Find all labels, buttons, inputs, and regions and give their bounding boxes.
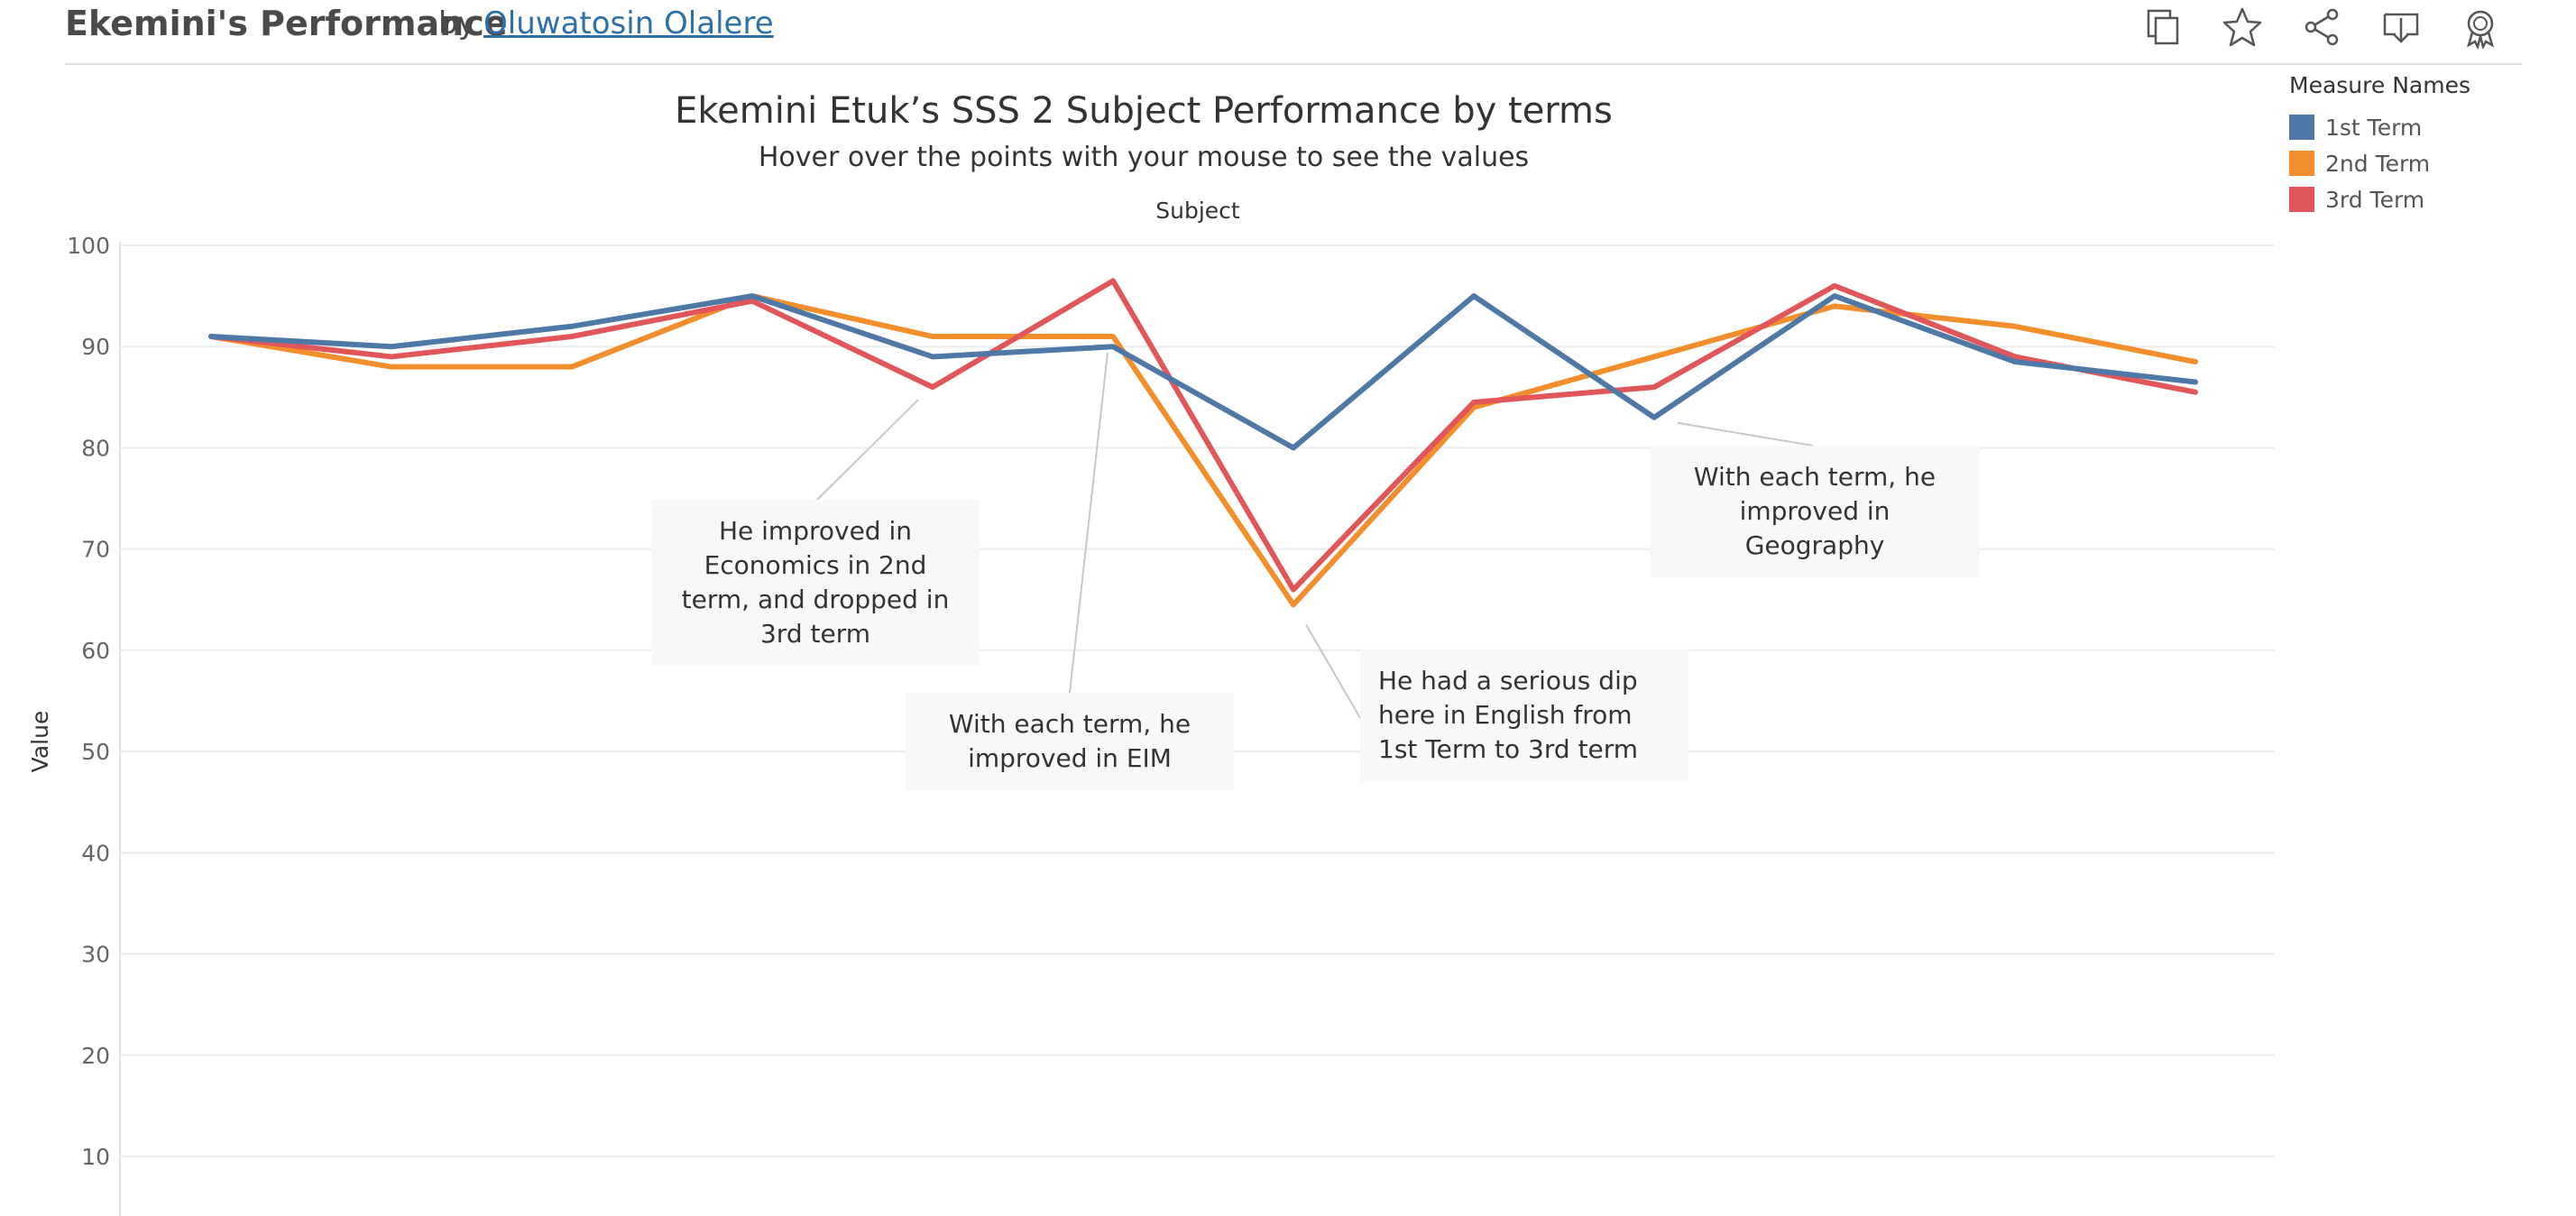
data-point[interactable] — [1465, 287, 1483, 305]
legend-item-2nd-term[interactable]: 2nd Term — [2289, 145, 2551, 181]
annotation-connectors — [814, 352, 1814, 719]
download-icon[interactable] — [2379, 5, 2423, 49]
data-point[interactable] — [1645, 347, 1663, 365]
data-point[interactable] — [1284, 581, 1302, 599]
annotation-eim: With each term, he improved in EIM — [906, 693, 1234, 790]
legend-swatch — [2289, 115, 2314, 140]
series-line-1st-term[interactable] — [208, 293, 2198, 451]
legend-item-1st-term[interactable]: 1st Term — [2289, 109, 2551, 145]
data-point[interactable] — [2186, 373, 2204, 392]
legend-label: 2nd Term — [2325, 150, 2431, 177]
data-point[interactable] — [1826, 287, 1844, 305]
annotation-economics: He improved in Economics in 2nd term, an… — [651, 500, 980, 666]
legend-label: 3rd Term — [2325, 186, 2425, 213]
connector-eim — [1069, 352, 1109, 694]
copy-icon[interactable] — [2141, 5, 2185, 49]
y-tick-label: 80 — [81, 435, 110, 461]
data-point[interactable] — [924, 347, 942, 365]
y-tick-label: 40 — [81, 840, 110, 866]
y-tick-label: 30 — [81, 942, 110, 968]
legend-item-3rd-term[interactable]: 3rd Term — [2289, 181, 2551, 217]
legend-title: Measure Names — [2289, 72, 2470, 98]
dashboard-header: Ekemini's Performance by Oluwatosin Olal… — [65, 0, 2522, 65]
data-point[interactable] — [2006, 353, 2024, 371]
author-link[interactable]: Oluwatosin Olalere — [483, 5, 774, 41]
series-line-3rd-term[interactable] — [208, 278, 2198, 593]
annotation-english: He had a serious dip here in English fro… — [1360, 649, 1688, 781]
data-point[interactable] — [1645, 409, 1663, 427]
data-point[interactable] — [382, 337, 400, 355]
y-axis-label: Value — [27, 711, 53, 773]
annotation-geography: With each term, he improved in Geography — [1651, 446, 1979, 577]
data-point[interactable] — [1465, 393, 1483, 411]
y-tick-label: 10 — [81, 1144, 110, 1170]
data-point[interactable] — [743, 287, 761, 305]
data-point[interactable] — [202, 327, 220, 345]
dashboard-title: Ekemini's Performance — [65, 4, 508, 43]
connector-geography — [1677, 421, 1814, 447]
data-point[interactable] — [563, 318, 581, 336]
star-icon[interactable] — [2221, 5, 2264, 49]
author-by-label: by — [438, 5, 476, 41]
data-point[interactable] — [1645, 378, 1663, 396]
legend-label: 1st Term — [2325, 114, 2423, 141]
connector-economics — [814, 399, 919, 502]
chart-title: Ekemini Etuk’s SSS 2 Subject Performance… — [675, 90, 1613, 132]
legend-swatch — [2289, 151, 2314, 176]
data-point[interactable] — [1104, 272, 1122, 290]
y-tick-label: 50 — [81, 739, 110, 765]
y-tick-label: 100 — [67, 233, 110, 259]
chart-subtitle: Hover over the points with your mouse to… — [759, 142, 1529, 173]
y-tick-label: 20 — [81, 1043, 110, 1069]
data-point[interactable] — [1104, 337, 1122, 355]
y-tick-label: 60 — [81, 638, 110, 664]
data-point[interactable] — [2006, 318, 2024, 336]
legend: Measure Names 1st Term 2nd Term 3rd Term — [2289, 72, 2551, 217]
data-point[interactable] — [924, 327, 942, 345]
share-icon[interactable] — [2300, 5, 2343, 49]
y-tick-label: 90 — [81, 334, 110, 360]
badge-icon[interactable] — [2459, 5, 2502, 49]
connector-english — [1305, 623, 1361, 719]
data-point[interactable] — [1284, 438, 1302, 456]
x-axis-label: Subject — [1155, 198, 1240, 224]
legend-swatch — [2289, 187, 2314, 212]
data-point[interactable] — [563, 358, 581, 376]
y-tick-label: 70 — [81, 537, 110, 563]
data-point[interactable] — [2186, 353, 2204, 371]
data-point[interactable] — [924, 378, 942, 396]
series-lines — [202, 272, 2204, 608]
